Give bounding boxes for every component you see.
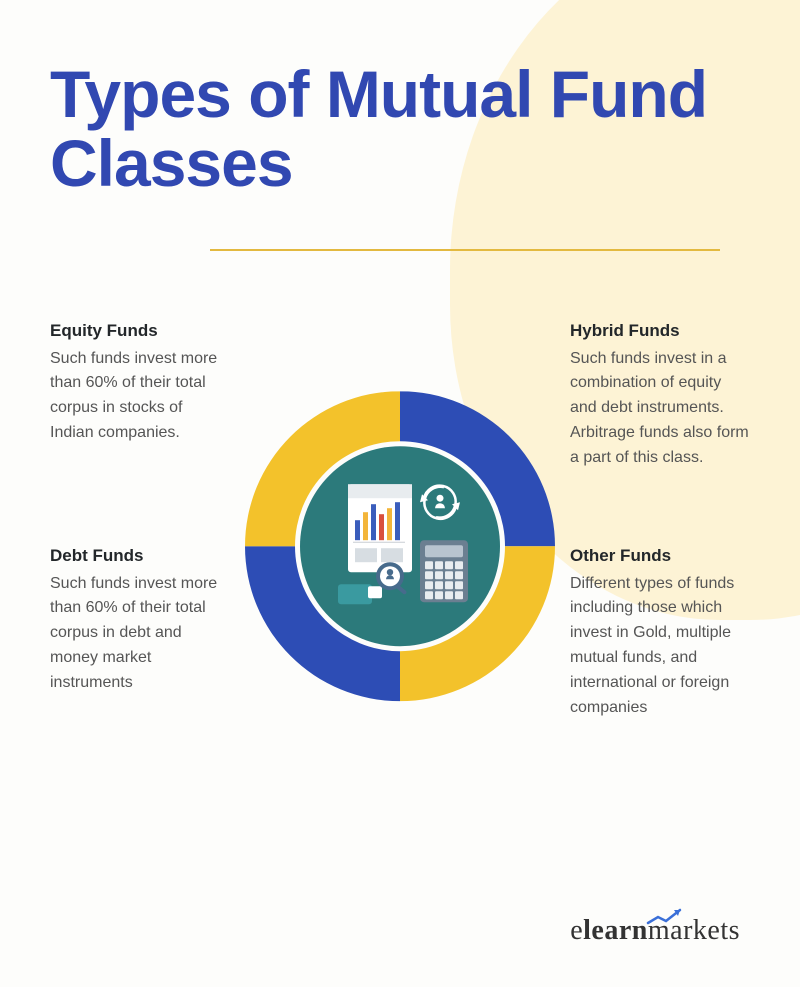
main-container: Types of Mutual Fund Classes Equity Fund…: [0, 0, 800, 987]
block-other-title: Other Funds: [570, 546, 750, 566]
donut-ring: [245, 391, 555, 701]
block-other-body: Different types of funds including those…: [570, 572, 750, 721]
center-illustration: [300, 446, 500, 646]
block-equity: Equity Funds Such funds invest more than…: [50, 321, 230, 446]
logo: elearnmarkets: [570, 915, 740, 947]
block-equity-title: Equity Funds: [50, 321, 230, 341]
block-other: Other Funds Different types of funds inc…: [570, 546, 750, 721]
block-equity-body: Such funds invest more than 60% of their…: [50, 347, 230, 446]
page-title: Types of Mutual Fund Classes: [50, 60, 750, 199]
logo-prefix: e: [570, 915, 583, 946]
center-illustration-svg: [320, 466, 480, 626]
logo-arrow-icon: [646, 907, 686, 927]
content-area: Equity Funds Such funds invest more than…: [50, 321, 750, 821]
block-debt: Debt Funds Such funds invest more than 6…: [50, 546, 230, 696]
block-hybrid-body: Such funds invest in a combination of eq…: [570, 347, 750, 471]
block-hybrid-title: Hybrid Funds: [570, 321, 750, 341]
block-debt-title: Debt Funds: [50, 546, 230, 566]
logo-bold: learn: [583, 915, 648, 946]
block-hybrid: Hybrid Funds Such funds invest in a comb…: [570, 321, 750, 471]
divider-line: [210, 249, 720, 251]
block-debt-body: Such funds invest more than 60% of their…: [50, 572, 230, 696]
